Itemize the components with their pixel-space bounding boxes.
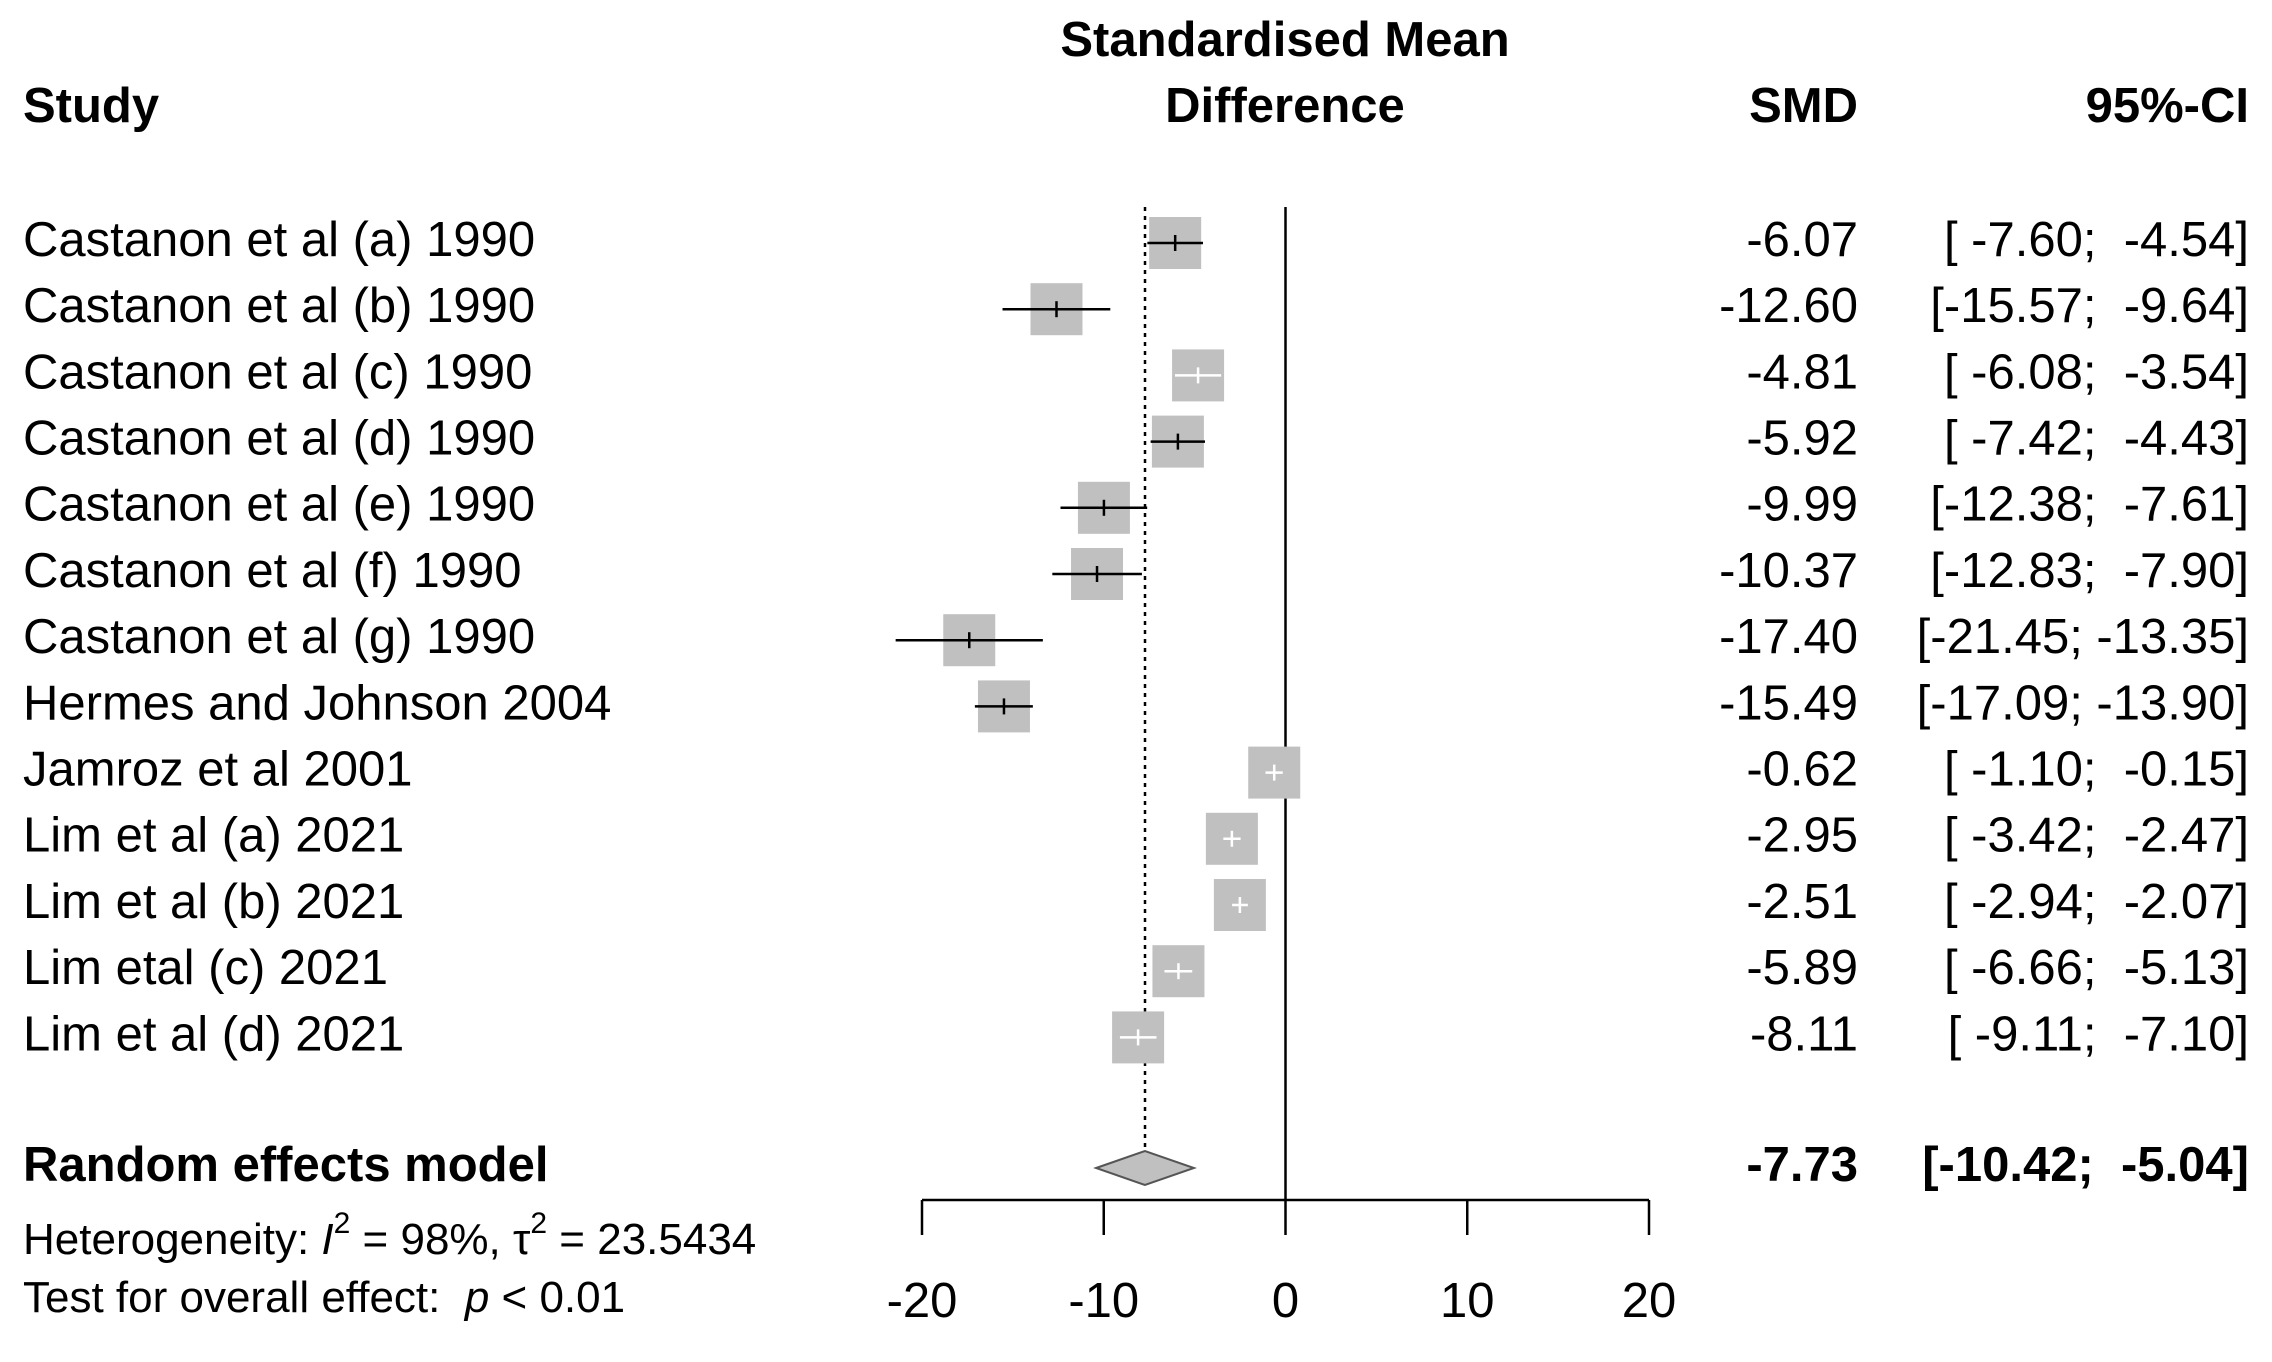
heterogeneity: Heterogeneity: I2 = 98%, τ2 = 23.5434 bbox=[23, 1207, 756, 1263]
smd-value: -8.11 bbox=[1750, 1007, 1858, 1061]
overall-test-part: Test for overall effect: bbox=[23, 1273, 465, 1322]
heterogeneity-part: 2 bbox=[530, 1207, 547, 1240]
heterogeneity-part: 2 bbox=[334, 1207, 351, 1240]
ci-value: [ -6.08; -3.54] bbox=[1944, 345, 2249, 399]
ci-value: [ -6.66; -5.13] bbox=[1944, 941, 2249, 995]
heterogeneity-part: τ bbox=[513, 1215, 531, 1264]
study-name: Jamroz et al 2001 bbox=[23, 743, 413, 797]
heterogeneity-part: = 98%, bbox=[350, 1215, 513, 1264]
smd-value: -15.49 bbox=[1719, 676, 1858, 730]
smd-value: -12.60 bbox=[1719, 279, 1858, 333]
ci-value: [ -2.94; -2.07] bbox=[1944, 875, 2249, 929]
x-tick-label: 10 bbox=[1440, 1274, 1495, 1328]
smd-value: -0.62 bbox=[1746, 743, 1858, 797]
study-name: Castanon et al (e) 1990 bbox=[23, 478, 535, 532]
ci-value: [-15.57; -9.64] bbox=[1930, 279, 2249, 333]
title-line: Difference bbox=[1165, 79, 1405, 133]
study-name: Castanon et al (b) 1990 bbox=[23, 279, 535, 333]
study-name: Castanon et al (c) 1990 bbox=[23, 345, 532, 399]
summary-smd: -7.73 bbox=[1746, 1138, 1858, 1192]
smd-header: SMD bbox=[1749, 79, 1858, 133]
overall-test-part: p bbox=[463, 1273, 489, 1322]
ci-value: [ -9.11; -7.10] bbox=[1948, 1007, 2249, 1061]
study-name: Castanon et al (a) 1990 bbox=[23, 213, 535, 267]
ci-value: [ -7.60; -4.54] bbox=[1944, 213, 2249, 267]
heterogeneity-part: = 23.5434 bbox=[547, 1215, 756, 1264]
study-name: Castanon et al (g) 1990 bbox=[23, 610, 535, 664]
study-header: Study bbox=[23, 79, 159, 133]
smd-value: -9.99 bbox=[1746, 478, 1858, 532]
study-name: Lim et al (d) 2021 bbox=[23, 1007, 404, 1061]
heterogeneity-part: Heterogeneity: bbox=[23, 1215, 321, 1264]
smd-value: -4.81 bbox=[1746, 345, 1858, 399]
smd-value: -17.40 bbox=[1719, 610, 1858, 664]
ci-value: [-12.83; -7.90] bbox=[1930, 544, 2249, 598]
ci-value: [ -3.42; -2.47] bbox=[1944, 809, 2249, 863]
study-name: Lim et al (a) 2021 bbox=[23, 809, 404, 863]
ci-value: [-12.38; -7.61] bbox=[1930, 478, 2249, 532]
smd-value: -5.89 bbox=[1746, 941, 1858, 995]
summary-name: Random effects model bbox=[23, 1138, 548, 1192]
study-name: Lim etal (c) 2021 bbox=[23, 941, 388, 995]
x-tick-label: -20 bbox=[887, 1274, 958, 1328]
x-tick-label: 20 bbox=[1622, 1274, 1677, 1328]
title-line: Standardised Mean bbox=[1060, 13, 1509, 67]
study-name: Lim et al (b) 2021 bbox=[23, 875, 404, 929]
summary-diamond bbox=[1093, 1149, 1197, 1187]
ci-value: [ -1.10; -0.15] bbox=[1944, 743, 2249, 797]
study-name: Castanon et al (f) 1990 bbox=[23, 544, 521, 598]
overall-test: Test for overall effect: p < 0.01 bbox=[23, 1273, 625, 1322]
summary-ci: [-10.42; -5.04] bbox=[1922, 1138, 2249, 1192]
smd-value: -2.95 bbox=[1746, 809, 1858, 863]
smd-value: -6.07 bbox=[1746, 213, 1858, 267]
x-tick-label: -10 bbox=[1068, 1274, 1139, 1328]
smd-value: -5.92 bbox=[1746, 412, 1858, 466]
ci-header: 95%-CI bbox=[2086, 79, 2249, 133]
smd-value: -2.51 bbox=[1746, 875, 1858, 929]
study-name: Castanon et al (d) 1990 bbox=[23, 412, 535, 466]
ci-value: [-17.09; -13.90] bbox=[1917, 676, 2249, 730]
ci-value: [ -7.42; -4.43] bbox=[1944, 412, 2249, 466]
study-name: Hermes and Johnson 2004 bbox=[23, 676, 611, 730]
heterogeneity-part: I bbox=[321, 1215, 333, 1264]
overall-test-part: < 0.01 bbox=[489, 1273, 625, 1322]
x-tick-label: 0 bbox=[1272, 1274, 1299, 1328]
ci-value: [-21.45; -13.35] bbox=[1917, 610, 2249, 664]
smd-value: -10.37 bbox=[1719, 544, 1858, 598]
